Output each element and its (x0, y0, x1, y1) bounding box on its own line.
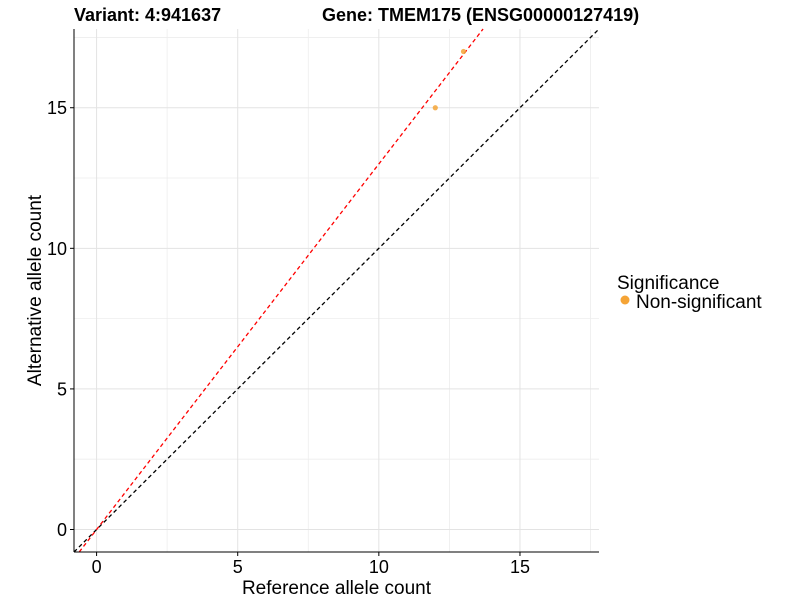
legend: Significance Non-significant (617, 273, 762, 313)
chart-title-variant: Variant: 4:941637 (74, 5, 221, 25)
data-point (432, 105, 438, 111)
chart-title-gene: Gene: TMEM175 (ENSG00000127419) (322, 5, 639, 25)
legend-title: Significance (617, 273, 719, 294)
reference-lines (73, 28, 600, 553)
y-tick-label: 15 (47, 98, 67, 118)
expected-ratio-reference-line (78, 28, 484, 553)
identity-reference-line (73, 28, 600, 553)
axes: 0 5 10 15 0 5 10 15 (47, 29, 599, 577)
y-tick-label: 5 (57, 379, 67, 399)
x-tick-label: 15 (510, 557, 530, 577)
y-tick-label: 10 (47, 239, 67, 259)
legend-item-label: Non-significant (636, 292, 762, 313)
y-tick-label: 0 (57, 520, 67, 540)
x-tick-label: 0 (92, 557, 102, 577)
x-axis-label: Reference allele count (242, 578, 432, 599)
y-axis-label: Alternative allele count (25, 194, 46, 386)
grid-layer (74, 29, 599, 552)
data-points (432, 48, 467, 111)
x-tick-label: 10 (369, 557, 389, 577)
x-tick-label: 5 (233, 557, 243, 577)
data-point (460, 48, 467, 55)
legend-swatch-non-significant (620, 295, 630, 305)
